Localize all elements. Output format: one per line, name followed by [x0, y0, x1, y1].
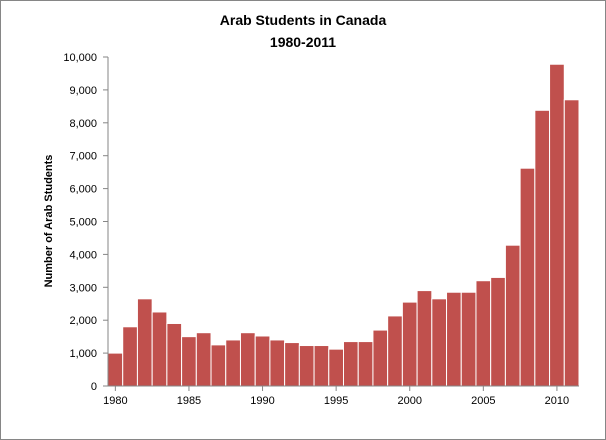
bar-2009 [534, 109, 551, 387]
bar-1996 [343, 341, 359, 387]
bar-1980 [107, 352, 124, 387]
bars-group [107, 63, 580, 387]
y-tick-label: 9,000 [69, 85, 97, 97]
bar-1988 [225, 339, 241, 387]
bar-1985 [181, 336, 197, 387]
bar-1995 [328, 348, 344, 387]
y-tick-label: 3,000 [69, 282, 97, 294]
bar-1984 [166, 322, 183, 387]
bar-2001 [416, 290, 433, 387]
y-tick-label: 6,000 [69, 184, 97, 196]
bar-1983 [151, 311, 168, 387]
bar-1993 [298, 345, 315, 387]
y-tick-label: 1,000 [69, 348, 97, 360]
bar-1989 [239, 332, 256, 387]
y-tick-label: 8,000 [69, 118, 97, 130]
x-tick-label: 2005 [471, 395, 495, 407]
bar-2010 [549, 63, 565, 387]
bar-2005 [475, 280, 492, 387]
bar-1986 [195, 332, 212, 387]
bar-2004 [460, 291, 477, 387]
bar-1998 [372, 329, 389, 387]
bar-2003 [446, 291, 462, 387]
bar-1994 [313, 345, 330, 387]
bar-1981 [122, 326, 138, 387]
bar-2006 [490, 276, 506, 387]
chart-title: Arab Students in Canada [220, 12, 387, 28]
bar-2002 [431, 298, 448, 387]
bar-1990 [254, 335, 271, 387]
bar-1999 [387, 315, 403, 387]
chart-subtitle: 1980-2011 [270, 34, 336, 50]
bar-1987 [210, 344, 227, 387]
bar-1982 [136, 298, 153, 387]
x-tick-label: 1980 [103, 395, 127, 407]
y-axis-label: Number of Arab Students [43, 155, 55, 288]
x-tick-label: 1985 [177, 395, 201, 407]
y-tick-label: 5,000 [69, 217, 97, 229]
y-axis-ticks: 0 1,000 2,000 3,000 4,000 5,000 6,000 7,000 8,00… [63, 52, 108, 393]
x-tick-label: 2010 [545, 395, 569, 407]
bar-1991 [269, 339, 286, 387]
y-tick-label: 7,000 [69, 151, 97, 163]
bar-2011 [563, 99, 580, 387]
x-tick-label: 1995 [324, 395, 348, 407]
y-tick-label: 2,000 [69, 315, 97, 327]
y-tick-label: 4,000 [69, 249, 97, 261]
bar-2008 [519, 167, 536, 387]
x-tick-label: 2000 [397, 395, 421, 407]
bar-1997 [357, 341, 374, 387]
y-tick-label: 0 [91, 381, 97, 393]
x-tick-label: 1990 [250, 395, 274, 407]
bar-2007 [504, 244, 521, 387]
bar-1992 [284, 342, 300, 387]
bar-2000 [401, 301, 418, 387]
y-tick-label: 10,000 [63, 52, 97, 64]
x-axis-ticks: 1980 1985 1990 1995 2000 2005 2010 [103, 386, 569, 407]
